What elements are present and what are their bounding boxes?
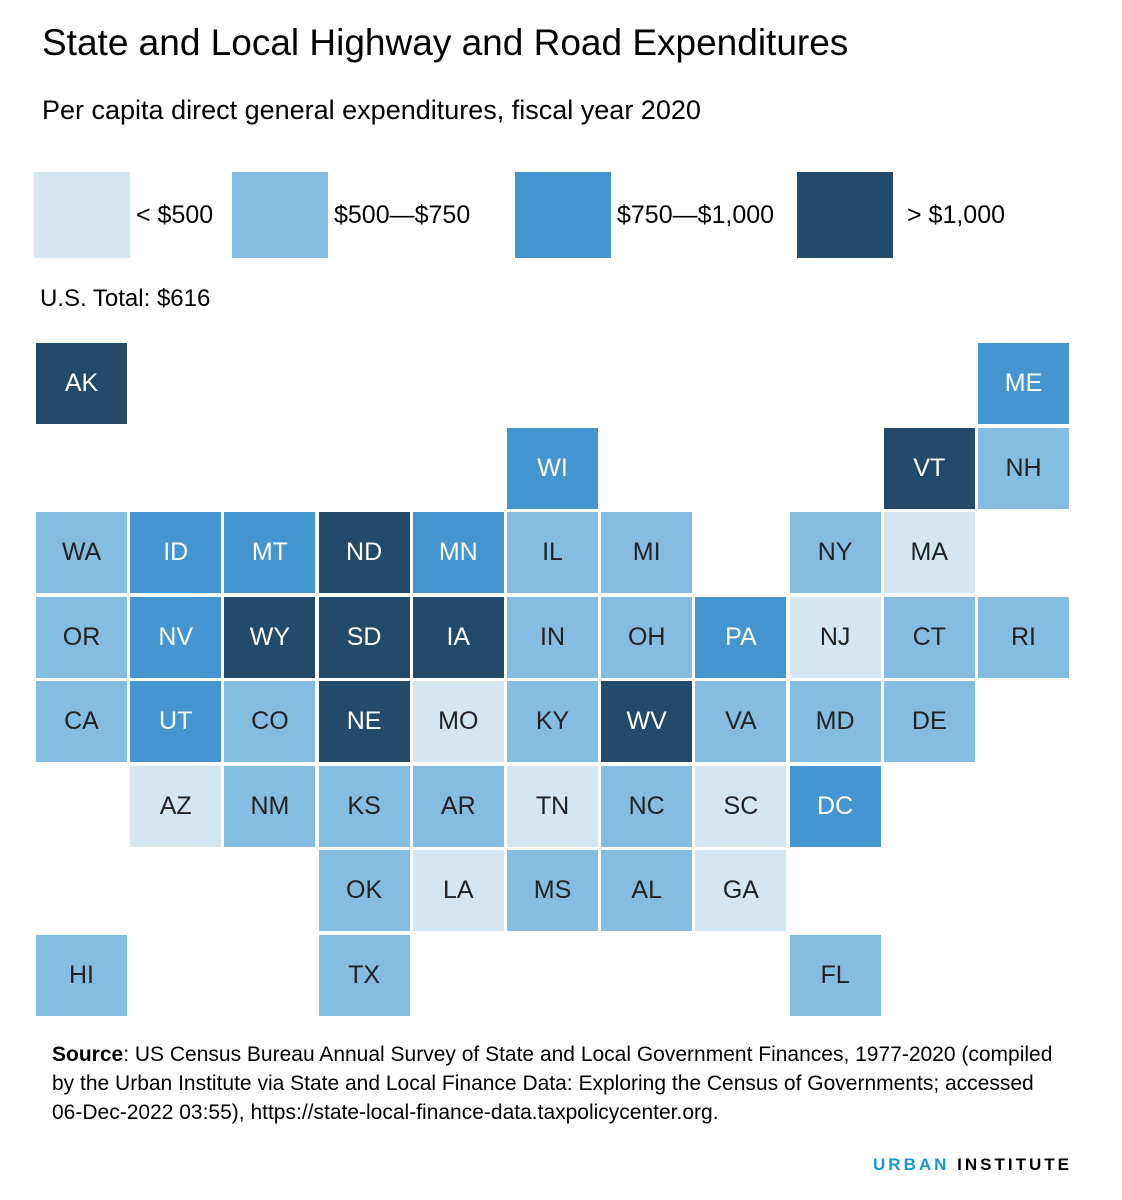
state-tile-wi: WI	[507, 427, 598, 509]
state-tile-tx: TX	[318, 934, 410, 1016]
state-tile-mt: MT	[224, 512, 316, 593]
page-title: State and Local Highway and Road Expendi…	[42, 22, 849, 63]
legend-swatch-under-500	[34, 172, 130, 258]
us-total: U.S. Total: $616	[40, 285, 211, 312]
state-tile-ut: UT	[130, 681, 222, 762]
brand-urban: URBAN	[873, 1155, 950, 1174]
brand-institute: INSTITUTE	[957, 1155, 1072, 1174]
state-tile-fl: FL	[789, 934, 881, 1016]
state-tile-nv: NV	[130, 596, 222, 678]
state-tile-ca: CA	[36, 681, 127, 762]
state-tile-az: AZ	[130, 765, 222, 847]
state-tile-or: OR	[36, 596, 127, 678]
state-tile-co: CO	[224, 681, 316, 762]
state-tile-al: AL	[601, 850, 693, 931]
state-tile-nh: NH	[978, 427, 1069, 509]
state-tile-sd: SD	[318, 596, 410, 678]
state-tile-tn: TN	[507, 765, 598, 847]
state-tile-pa: PA	[695, 596, 787, 678]
legend-label-750-1000: $750—$1,000	[617, 201, 775, 229]
state-tile-ma: MA	[883, 512, 975, 593]
state-tile-ms: MS	[507, 850, 598, 931]
state-tile-wv: WV	[601, 681, 693, 762]
state-tile-oh: OH	[601, 596, 693, 678]
state-tile-id: ID	[130, 512, 222, 593]
state-tile-map: AK ME WI VT NH WA ID MT ND MN IL MI NY MA OR NV WY SD IA IN…	[36, 343, 1080, 1019]
state-tile-wa: WA	[36, 512, 127, 593]
source-label: Source	[52, 1043, 124, 1066]
state-tile-nm: NM	[224, 765, 316, 847]
state-tile-va: VA	[695, 681, 787, 762]
state-tile-ct: CT	[883, 596, 975, 678]
state-tile-nc: NC	[601, 765, 693, 847]
state-tile-nj: NJ	[789, 596, 881, 678]
state-tile-ri: RI	[978, 596, 1069, 678]
state-tile-il: IL	[507, 512, 598, 593]
legend-label-500-750: $500—$750	[334, 201, 471, 229]
state-tile-hi: HI	[36, 934, 127, 1016]
state-tile-mi: MI	[601, 512, 693, 593]
state-tile-dc: DC	[789, 765, 881, 847]
legend-swatch-500-750	[232, 172, 328, 258]
source-note: Source: US Census Bureau Annual Survey o…	[52, 1040, 1062, 1127]
state-tile-ga: GA	[695, 850, 787, 931]
state-tile-nd: ND	[318, 512, 410, 593]
legend-swatch-750-1000	[515, 172, 611, 258]
state-tile-la: LA	[412, 850, 504, 931]
state-tile-vt: VT	[883, 427, 975, 509]
state-tile-ar: AR	[412, 765, 504, 847]
state-tile-ks: KS	[318, 765, 410, 847]
state-tile-ia: IA	[412, 596, 504, 678]
source-text: : US Census Bureau Annual Survey of Stat…	[52, 1043, 1053, 1124]
state-tile-md: MD	[789, 681, 881, 762]
state-tile-ne: NE	[318, 681, 410, 762]
state-tile-mo: MO	[412, 681, 504, 762]
state-tile-wy: WY	[224, 596, 316, 678]
legend: < $500 $500—$750 $750—$1,000 > $1,000	[34, 172, 1094, 258]
state-tile-in: IN	[507, 596, 598, 678]
state-tile-ny: NY	[789, 512, 881, 593]
legend-swatch-over-1000	[797, 172, 893, 258]
subtitle: Per capita direct general expenditures, …	[42, 95, 701, 125]
legend-label-over-1000: > $1,000	[907, 201, 1006, 229]
state-tile-sc: SC	[695, 765, 787, 847]
state-tile-mn: MN	[412, 512, 504, 593]
state-tile-ky: KY	[507, 681, 598, 762]
state-tile-ak: AK	[36, 343, 127, 424]
state-tile-de: DE	[883, 681, 975, 762]
state-tile-ok: OK	[318, 850, 410, 931]
legend-label-under-500: < $500	[136, 201, 214, 229]
urban-institute-logo: URBAN INSTITUTE	[873, 1155, 1072, 1175]
state-tile-me: ME	[978, 343, 1069, 424]
